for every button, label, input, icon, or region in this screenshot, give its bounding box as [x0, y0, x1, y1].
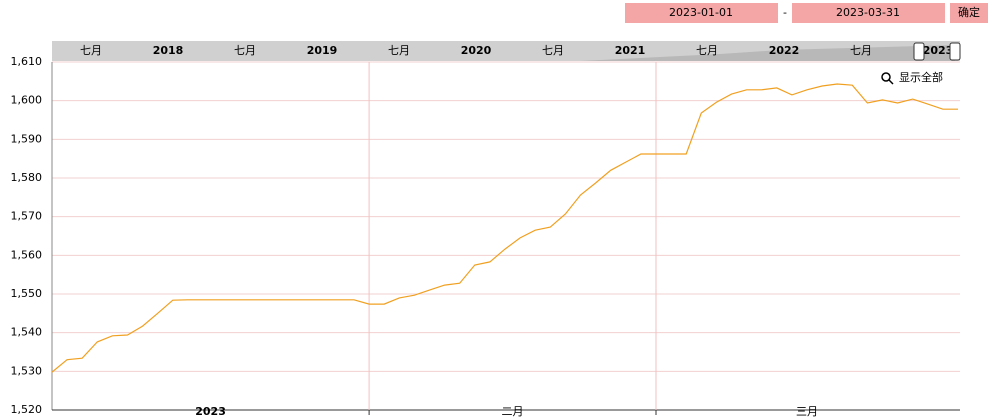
navigator-label: 2022	[769, 44, 800, 57]
navigator-label: 2021	[615, 44, 646, 57]
y-tick-label: 1,520	[11, 403, 43, 416]
navigator-label: 2019	[307, 44, 338, 57]
y-tick-label: 1,530	[11, 364, 43, 377]
y-tick-label: 1,580	[11, 171, 43, 184]
navigator-label: 2023	[923, 44, 954, 57]
navigator-label: 七月	[542, 44, 564, 57]
start-date: 2023-01-01	[669, 6, 733, 19]
confirm-button[interactable]	[950, 3, 988, 23]
show-all[interactable]: 显示全部	[899, 70, 943, 84]
navigator-label: 2020	[461, 44, 492, 57]
y-tick-label: 1,570	[11, 210, 43, 223]
x-tick-label: 三月	[796, 405, 818, 418]
navigator-handle[interactable]	[913, 42, 925, 61]
navigator-label: 2018	[153, 44, 184, 57]
x-tick-label: 2023	[195, 405, 226, 418]
navigator-label: 七月	[696, 44, 718, 57]
x-tick-label: 二月	[502, 405, 524, 418]
end-date: 2023-03-31	[836, 6, 900, 19]
y-tick-label: 1,540	[11, 326, 43, 339]
zoom-icon[interactable]	[881, 72, 891, 82]
y-tick-label: 1,560	[11, 248, 43, 261]
navigator-label: 七月	[234, 44, 256, 57]
y-tick-label: 1,610	[11, 55, 43, 68]
navigator-handle[interactable]	[949, 42, 961, 61]
y-tick-label: 1,550	[11, 287, 43, 300]
navigator-label: 七月	[388, 44, 410, 57]
end-date-input[interactable]	[792, 3, 945, 23]
navigator-label: 七月	[850, 44, 872, 57]
navigator-preview	[580, 45, 955, 61]
date-separator: -	[783, 6, 787, 19]
start-date-input[interactable]	[625, 3, 778, 23]
y-tick-label: 1,590	[11, 132, 43, 145]
line	[51, 83, 958, 373]
confirm-label: 确定	[958, 5, 980, 19]
navigator-label: 七月	[80, 44, 102, 57]
zoom-icon	[888, 79, 894, 85]
y-tick-label: 1,600	[11, 94, 43, 107]
